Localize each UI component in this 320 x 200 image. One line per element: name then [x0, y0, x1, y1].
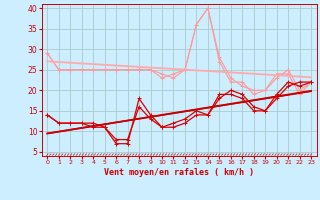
X-axis label: Vent moyen/en rafales ( km/h ): Vent moyen/en rafales ( km/h )	[104, 168, 254, 177]
